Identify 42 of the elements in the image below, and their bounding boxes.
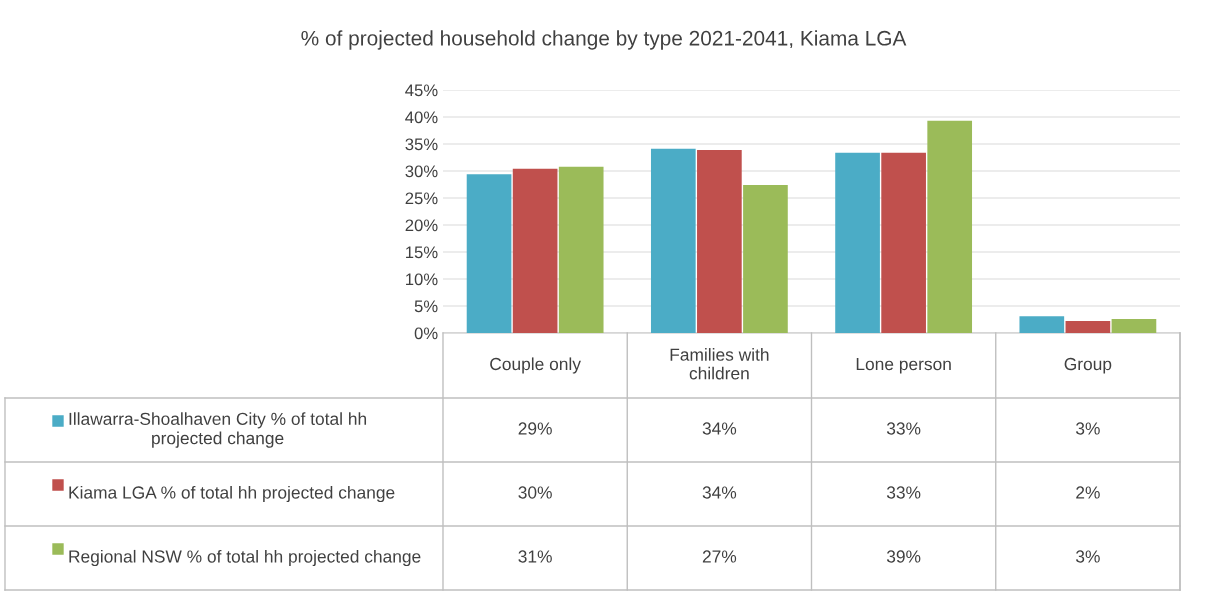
legend-label: Illawarra-Shoalhaven City % of total hh projected change [69,412,367,448]
chart-title: % of projected household change by type 2021-2041, Kiama LGA [301,30,907,50]
y-tick-label: 10% [406,273,438,286]
data-label: 3% [1075,422,1100,435]
data-label: 39% [886,550,921,563]
bar [558,166,604,333]
bar [512,168,558,333]
x-tick-label: Families with children [670,348,769,380]
y-tick-label: 5% [414,300,438,313]
data-label: 29% [518,422,552,435]
bar [1065,321,1111,333]
y-tick-label: 0% [414,327,438,340]
data-label: 3% [1075,550,1100,563]
y-tick-label: 25% [405,192,438,205]
bar [835,152,880,333]
data-label: 2% [1076,486,1100,499]
x-tick-label: Couple only [490,357,581,374]
y-tick-label: 30% [405,165,438,178]
legend-label: Kiama LGA % of total hh projected change [69,485,395,503]
legend-label: Regional NSW % of total hh projected change [69,549,421,567]
bar [927,120,973,333]
bar [1019,316,1065,333]
bar [466,174,512,333]
data-label: 34% [702,486,737,499]
x-tick-label: Group [1064,357,1112,374]
data-label: 33% [886,486,921,499]
data-label: 33% [886,422,921,435]
y-tick-label: 45% [405,84,438,97]
y-tick-label: 35% [405,138,438,151]
bar [697,149,742,333]
data-label: 27% [702,550,737,563]
data-label: 31% [518,550,552,563]
x-tick-label: Lone person [856,358,951,374]
y-tick-label: 20% [405,219,438,232]
data-label: 34% [702,422,737,435]
bar [743,185,788,333]
y-tick-label: 40% [405,111,438,124]
bar [650,148,696,333]
data-label: 30% [518,486,552,499]
bar [1111,318,1157,333]
y-tick-label: 15% [406,246,438,259]
bar [881,152,926,333]
